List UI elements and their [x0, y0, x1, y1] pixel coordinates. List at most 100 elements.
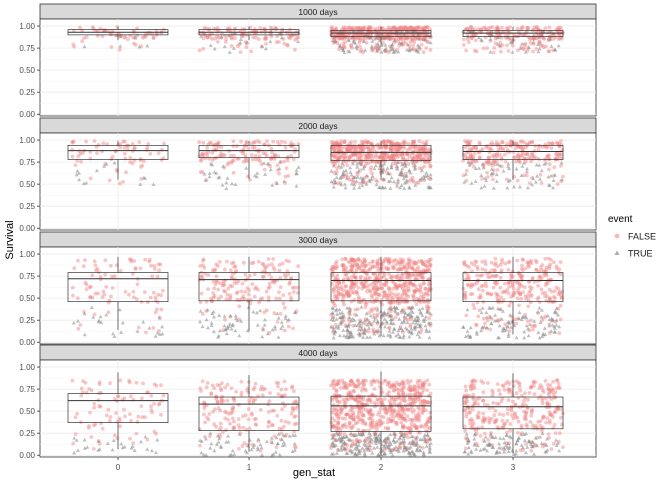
point-false: [461, 173, 466, 178]
point-false: [427, 157, 431, 162]
point-false: [547, 264, 552, 269]
point-false: [470, 158, 475, 163]
point-false: [371, 288, 376, 292]
point-false: [283, 275, 288, 280]
point-false: [558, 317, 563, 322]
point-true: [331, 335, 336, 340]
point-false: [210, 37, 214, 41]
point-false: [403, 264, 407, 269]
point-false: [279, 418, 284, 423]
point-false: [523, 42, 528, 46]
point-false: [535, 25, 539, 30]
point-false: [388, 28, 392, 32]
point-false: [352, 275, 357, 279]
point-false: [392, 25, 397, 30]
point-true: [560, 177, 564, 182]
point-false: [332, 155, 337, 159]
point-false: [348, 155, 353, 160]
point-true: [206, 325, 210, 330]
point-false: [522, 33, 526, 37]
point-true: [259, 445, 264, 450]
point-false: [333, 276, 338, 280]
point-false: [529, 318, 533, 323]
point-false: [233, 36, 237, 41]
point-false: [377, 286, 382, 291]
point-false: [201, 153, 206, 158]
point-false: [409, 25, 414, 30]
point-false: [461, 261, 466, 266]
point-false: [367, 261, 371, 266]
point-true: [72, 436, 77, 440]
point-false: [411, 259, 416, 264]
point-false: [290, 384, 295, 389]
point-false: [215, 141, 220, 146]
point-false: [356, 257, 361, 262]
point-false: [251, 35, 256, 40]
point-false: [408, 385, 413, 389]
point-false: [497, 298, 502, 303]
point-false: [348, 383, 352, 387]
point-false: [203, 420, 208, 425]
point-false: [364, 154, 369, 159]
point-false: [397, 153, 402, 158]
point-false: [232, 396, 236, 401]
point-false: [293, 47, 297, 52]
point-false: [401, 144, 406, 149]
point-true: [382, 317, 387, 321]
point-false: [401, 392, 406, 397]
point-true: [217, 313, 222, 317]
point-false: [286, 324, 291, 329]
box: [67, 144, 169, 160]
point-false: [385, 420, 390, 425]
point-false: [205, 35, 210, 40]
point-true: [279, 320, 284, 324]
point-false: [224, 40, 228, 44]
point-false: [200, 274, 204, 279]
point-false: [97, 442, 102, 446]
point-true: [425, 309, 430, 313]
point-false: [341, 397, 346, 402]
point-false: [546, 256, 551, 261]
point-false: [519, 27, 524, 32]
point-false: [332, 287, 336, 292]
point-false: [548, 141, 553, 146]
point-true: [404, 178, 409, 182]
point-false: [352, 258, 357, 263]
point-false: [541, 36, 546, 41]
point-false: [365, 398, 370, 403]
point-false: [411, 272, 416, 276]
point-false: [256, 394, 260, 399]
point-true: [494, 172, 499, 177]
point-false: [355, 262, 360, 267]
point-false: [365, 140, 370, 145]
point-true: [514, 166, 519, 171]
y-tick-label: 0.75: [19, 158, 35, 167]
point-false: [229, 35, 234, 40]
point-true: [292, 441, 297, 446]
point-true: [118, 34, 123, 39]
point-false: [283, 174, 288, 179]
point-false: [542, 158, 547, 162]
point-false: [347, 293, 352, 298]
point-false: [118, 424, 122, 429]
point-false: [252, 417, 257, 421]
point-false: [204, 151, 209, 156]
point-false: [366, 410, 371, 415]
point-false: [225, 259, 229, 264]
point-false: [342, 158, 346, 163]
point-false: [333, 159, 338, 164]
point-true: [258, 442, 263, 447]
point-false: [464, 168, 469, 173]
point-true: [351, 334, 356, 339]
point-false: [87, 387, 91, 391]
point-false: [237, 298, 242, 303]
point-false: [201, 257, 206, 262]
point-true: [372, 331, 377, 336]
point-true: [388, 321, 393, 325]
point-false: [393, 284, 398, 289]
point-false: [244, 141, 249, 145]
point-false: [463, 153, 468, 158]
point-true: [364, 173, 369, 178]
point-false: [264, 289, 269, 294]
